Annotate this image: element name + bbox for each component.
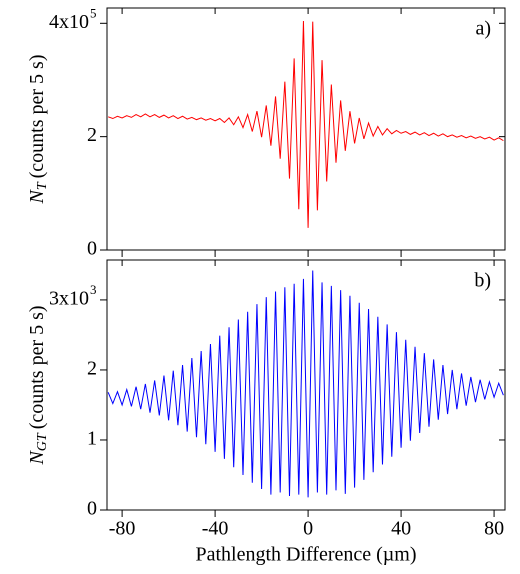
- y-exponent: 3: [90, 282, 97, 297]
- y-axis-label: NGT (counts per 5 s): [26, 305, 51, 465]
- y-label-symbol: N: [26, 189, 48, 205]
- x-tick-label: 0: [303, 518, 313, 540]
- y-label-text: (counts per 5 s): [26, 55, 48, 179]
- y-label-text: (counts per 5 s): [26, 305, 48, 429]
- y-axis-label: NT (counts per 5 s): [26, 55, 51, 205]
- panel-label: b): [474, 270, 491, 292]
- panel-label: a): [475, 18, 491, 40]
- x-tick-label: 80: [484, 518, 504, 540]
- x-tick-label: -40: [202, 518, 229, 540]
- y-label-subscript: T: [35, 181, 50, 190]
- y-tick-label: 2: [87, 124, 97, 146]
- y-tick-label: 0: [87, 498, 97, 520]
- data-line: [107, 270, 504, 498]
- y-tick-label: 0: [87, 238, 97, 260]
- y-tick-label: 3x10: [49, 288, 89, 310]
- y-tick-label: 4x10: [49, 11, 89, 33]
- y-tick-label: 2: [87, 358, 97, 380]
- plot-frame: [106, 259, 506, 511]
- data-line: [107, 21, 504, 228]
- plot-frame: [106, 7, 506, 251]
- y-label-subscript: GT: [35, 432, 50, 451]
- x-axis-label: Pathlength Difference (µm): [195, 544, 416, 566]
- y-exponent: 5: [90, 5, 97, 20]
- x-tick-label: 40: [391, 518, 411, 540]
- y-tick-label: 1: [87, 428, 97, 450]
- y-label-symbol: N: [26, 450, 48, 466]
- x-tick-label: -80: [109, 518, 136, 540]
